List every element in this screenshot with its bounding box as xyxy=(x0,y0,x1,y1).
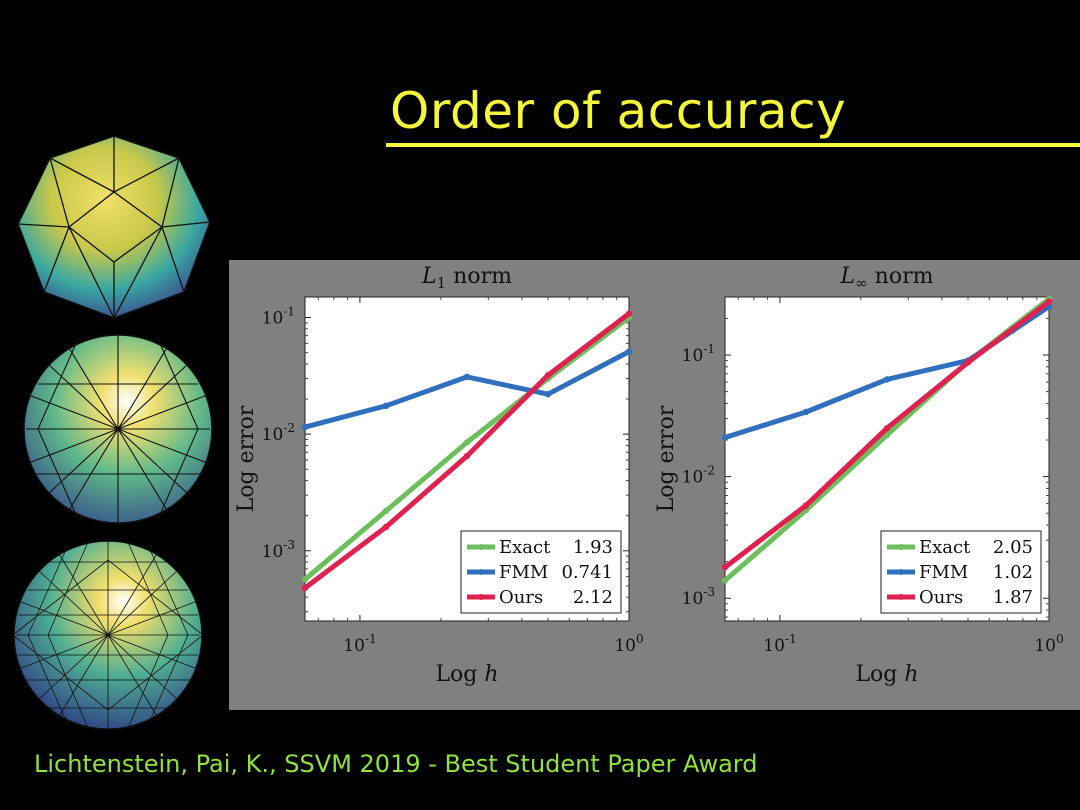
x-axis-label: Log h xyxy=(855,662,918,687)
data-point-ours xyxy=(463,452,471,460)
x-axis-label: Log h xyxy=(435,662,498,687)
data-point-fmm xyxy=(883,376,891,383)
legend-rate: 0.741 xyxy=(561,562,613,583)
legend-name: Ours xyxy=(919,587,963,608)
charts-panel: L1 norm Log h Log error 10-1 100 10-3 10-2 10-1… xyxy=(229,260,1080,710)
y-tick-label: 10-3 xyxy=(682,585,715,609)
data-point-fmm xyxy=(301,423,309,431)
slide-title: Order of accuracy xyxy=(390,82,847,140)
data-point-ours xyxy=(721,564,729,571)
legend-rate: 2.12 xyxy=(573,587,613,608)
data-point-ours xyxy=(883,425,891,432)
y-tick-label: 10-1 xyxy=(262,305,295,329)
legend-name: Exact xyxy=(919,537,971,558)
legend-marker-ours xyxy=(478,594,484,600)
legend: Exact 2.05 FMM 1.02 Ours 1.87 xyxy=(880,530,1042,614)
legend-marker-exact xyxy=(898,544,904,550)
chart-1: L1 norm Log h Log error 10-1 100 10-3 10-2 10-1… xyxy=(234,264,644,687)
chart-title: L1 norm xyxy=(421,264,512,292)
data-point-fmm xyxy=(625,348,633,355)
data-point-ours xyxy=(625,310,633,317)
data-point-fmm xyxy=(544,391,552,398)
legend-marker-exact xyxy=(478,544,484,550)
data-point-exact xyxy=(301,576,309,583)
data-point-ours xyxy=(964,359,972,366)
data-point-fmm xyxy=(382,402,390,410)
legend-marker-fmm xyxy=(478,569,484,575)
data-point-exact xyxy=(382,507,390,515)
x-tick-label: 10-1 xyxy=(763,632,796,656)
legend-rate: 1.02 xyxy=(993,562,1033,583)
fine-mesh-sphere-image xyxy=(12,540,204,730)
data-point-fmm xyxy=(721,434,729,441)
data-point-fmm xyxy=(463,373,471,381)
data-point-ours xyxy=(382,523,390,531)
x-tick-label: 100 xyxy=(614,632,643,656)
title-underline xyxy=(386,143,1080,147)
legend-name: FMM xyxy=(919,562,968,583)
chart-title: L∞ norm xyxy=(840,264,934,292)
legend-marker-fmm xyxy=(898,569,904,575)
legend-marker-ours xyxy=(898,594,904,600)
x-tick-label: 10-1 xyxy=(343,632,376,656)
charts-svg: L1 norm Log h Log error 10-1 100 10-3 10-2 10-1… xyxy=(234,264,1064,687)
legend-rate: 2.05 xyxy=(993,537,1033,558)
y-axis-label: Log error xyxy=(654,405,679,512)
legend-rate: 1.93 xyxy=(573,537,613,558)
data-point-exact xyxy=(463,439,471,446)
data-point-exact xyxy=(721,577,729,584)
data-point-exact xyxy=(883,431,891,439)
y-axis-label: Log error xyxy=(234,405,259,512)
data-point-fmm xyxy=(802,408,810,416)
legend-name: Exact xyxy=(499,537,551,558)
data-point-ours xyxy=(544,372,552,379)
data-point-ours xyxy=(301,584,309,592)
y-tick-label: 10-2 xyxy=(682,464,715,488)
y-tick-label: 10-1 xyxy=(682,342,715,366)
coarse-mesh-sphere-image xyxy=(17,135,211,319)
legend: Exact 1.93 FMM 0.741 Ours 2.12 xyxy=(460,530,622,614)
y-tick-label: 10-2 xyxy=(262,421,295,445)
data-point-ours xyxy=(802,502,810,509)
medium-mesh-sphere-image xyxy=(23,334,213,524)
legend-name: FMM xyxy=(499,562,548,583)
citation: Lichtenstein, Pai, K., SSVM 2019 - Best … xyxy=(34,750,758,778)
data-point-ours xyxy=(1045,298,1053,305)
legend-name: Ours xyxy=(499,587,543,608)
y-tick-label: 10-3 xyxy=(262,538,295,562)
chart-2: L∞ norm Log h Log error 10-1 100 10-3 10-2 10-1… xyxy=(654,264,1064,687)
x-tick-label: 100 xyxy=(1034,632,1063,656)
legend-rate: 1.87 xyxy=(993,587,1033,608)
